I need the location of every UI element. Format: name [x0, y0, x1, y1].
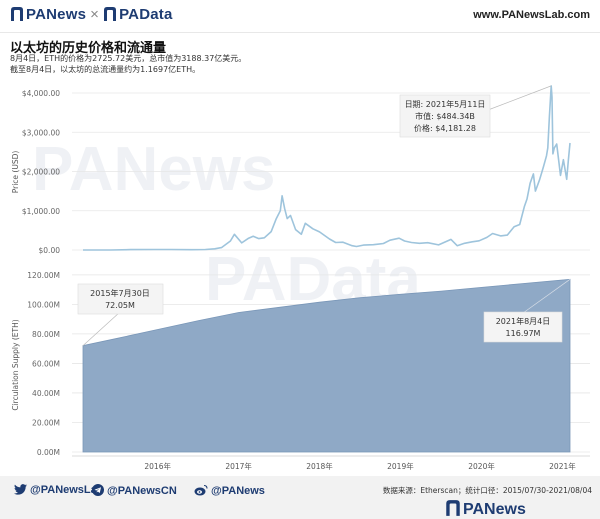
x-tick-label: 2018年 [306, 461, 333, 471]
footer-logo-icon [446, 500, 460, 516]
footer-bar [0, 476, 600, 519]
header-bar: PANews × PAData www.PANewsLab.com [0, 0, 600, 33]
x-tick-label: 2020年 [468, 461, 495, 471]
brand-separator: × [90, 6, 100, 23]
supply-start-label-1: 2015年7月30日 [90, 288, 150, 298]
price-annotation-line-1: 日期: 2021年5月11日 [405, 99, 486, 109]
supply-y-tick-label: 20.00M [32, 418, 60, 427]
padata-logo-icon [104, 7, 117, 21]
supply-end-leader [522, 279, 571, 314]
x-tick-label: 2021年 [549, 461, 576, 471]
price-y-tick-label: $3,000.00 [22, 128, 60, 137]
telegram-handle[interactable]: @PANewsCN [92, 484, 177, 497]
brand-panews: PANews [26, 6, 87, 23]
supply-y-tick-label: 0.00M [37, 448, 60, 457]
supply-y-tick-label: 100.00M [27, 300, 60, 309]
x-tick-label: 2019年 [387, 461, 414, 471]
supply-y-axis-label: Circulation Supply (ETH) [11, 319, 20, 410]
price-y-tick-label: $0.00 [39, 246, 61, 255]
weibo-handle[interactable]: @PANews [194, 484, 265, 497]
weibo-label: @PANews [211, 485, 265, 497]
supply-end-label-1: 2021年8月4日 [496, 316, 551, 326]
supply-end-label-2: 116.97M [506, 329, 541, 338]
supply-start-leader [82, 311, 121, 346]
supply-area [82, 278, 571, 453]
twitter-label: @PANewsLab [30, 484, 104, 496]
price-y-axis-label: Price (USD) [11, 151, 20, 194]
price-annotation-leader [487, 85, 552, 111]
supply-y-tick-label: 80.00M [32, 330, 60, 339]
price-annotation-line-3: 价格: $4,181.28 [414, 123, 476, 133]
panews-logo-icon [11, 7, 23, 21]
supply-y-tick-label: 40.00M [32, 389, 60, 398]
price-line [83, 85, 571, 251]
supply-y-tick-label: 120.00M [27, 271, 60, 280]
footer-logo-text: PANews [463, 501, 526, 518]
chart-title: 以太坊的历史价格和流通量 [10, 41, 167, 56]
supply-start-box [77, 283, 164, 315]
x-tick-label: 2017年 [225, 461, 252, 471]
price-annotation-line-2: 市值: $484.34B [415, 111, 475, 121]
telegram-icon [92, 484, 104, 496]
price-y-tick-label: $4,000.00 [22, 89, 60, 98]
site-url[interactable]: www.PANewsLab.com [473, 9, 590, 21]
supply-start-label-2: 72.05M [105, 301, 135, 310]
brand: PANews × PAData [10, 6, 173, 23]
chart-canvas: PANewsPAData$0.00$1,000.00$2,000.00$3,00… [11, 85, 590, 471]
weibo-icon [194, 484, 208, 496]
price-annotation-box [399, 94, 491, 138]
twitter-handle[interactable]: @PANewsLab [14, 484, 103, 496]
supply-end-box [483, 311, 563, 343]
twitter-icon [14, 484, 27, 495]
price-y-tick-label: $1,000.00 [22, 207, 60, 216]
footer-logo: PANews [445, 499, 526, 519]
data-source: 数据来源：Etherscan；统计口径：2015/07/30-2021/08/0… [382, 486, 592, 495]
brand-padata: PAData [119, 6, 173, 23]
subtitle-line-2: 截至8月4日，以太坊的总流通量约为1.1697亿ETH。 [10, 65, 201, 74]
watermark-panews: PANews [32, 135, 276, 204]
x-tick-label: 2016年 [144, 461, 171, 471]
supply-y-tick-label: 60.00M [32, 359, 60, 368]
subtitle-line-1: 8月4日，ETH的价格为2725.72美元，总市值为3188.37亿美元。 [10, 54, 247, 63]
telegram-label: @PANewsCN [107, 485, 177, 497]
price-y-tick-label: $2,000.00 [22, 168, 60, 177]
